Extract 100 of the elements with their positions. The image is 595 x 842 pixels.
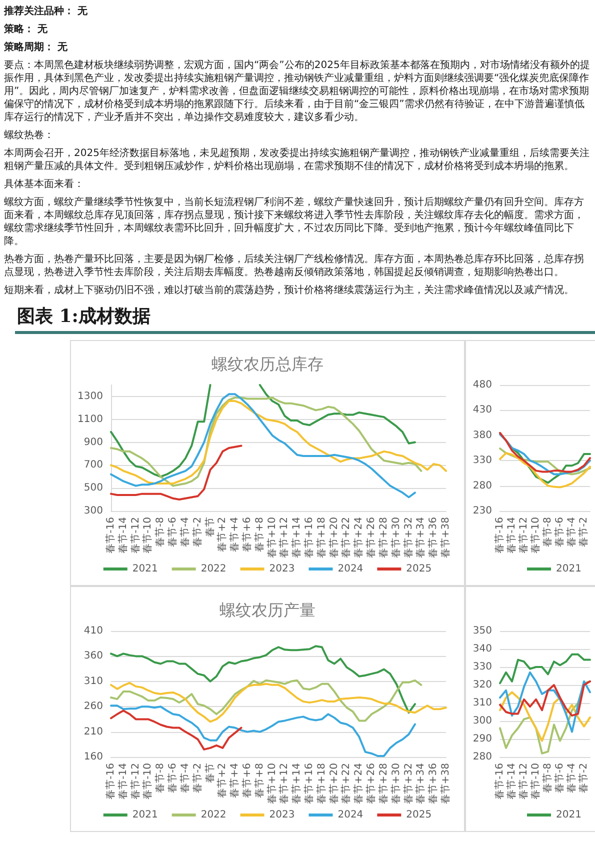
x-tick-label: 春节+36 xyxy=(427,517,440,558)
x-tick-label: 春节-8 xyxy=(154,763,166,793)
line-series xyxy=(110,710,242,750)
x-tick-label: 春节+10 xyxy=(266,517,278,558)
text: 要点：本周黑色建材板块继续弱势调整，宏观方面，国内“两会”公布的2025年目标政策基本都落在预期内，对市场情绪没有额外的提振作用，具体到黑色产业，发改委提出持续实施粗钢产量调控，推动钢铁产业减量重组，炉料方面则继续强调要“强化煤炭兜底保障作用”。因此，周内尽管钢厂加速复产，炉料需求改善，但盘面逻辑继续交易粗钢调控的可能性，原料价格出现崩塌，在市场对需求预期偏保守的情况下，成材价格受到成本坍塌的拖累跟随下行。后续来看，由于目前“金三银四”需求仍然有待验证，在中下游普遍谨慎低库存运行的情况下，产业矛盾并不突出，单边操作交易难度较大，建议多看少动。 xyxy=(4,59,591,124)
x-tick-label: 春节+38 xyxy=(440,763,452,804)
y-tick-label: 1300 xyxy=(78,390,103,402)
x-tick-label: 春节-10 xyxy=(530,517,542,554)
x-tick-label: 春节-4 xyxy=(566,517,578,547)
y-tick-label: 900 xyxy=(84,436,103,448)
y-tick-label: 350 xyxy=(472,626,492,636)
y-tick-label: 1100 xyxy=(78,414,103,425)
legend-label: 2021 xyxy=(556,564,582,574)
line-series xyxy=(110,704,416,757)
x-tick-label: 春节+34 xyxy=(414,517,427,558)
x-tick-label: 春节+20 xyxy=(328,517,340,558)
x-tick-label: 春节+22 xyxy=(340,763,352,804)
y-tick-label: 430 xyxy=(472,404,492,416)
legend-label: 2021 xyxy=(132,564,158,574)
x-tick-label: 春节 xyxy=(204,517,216,537)
x-tick-label: 春节+26 xyxy=(365,763,378,804)
text: 策略周期： 无 xyxy=(4,41,68,54)
y-tick-label: 300 xyxy=(84,506,103,516)
y-tick-label: 310 xyxy=(84,676,103,687)
line-series xyxy=(499,448,591,476)
text: 本周两会召开，2025年经济数据目标落地，未见超预期，发改委提出持续实施粗钢产量调控，推动钢铁产业减量重组，后续需要关注粗钢产量压减的具体文件。受到粗钢压减炒作，炉料价格出现崩塌，在需求预期不佳的情况下，成材价格将受到成本坍塌的拖累。 xyxy=(4,147,590,173)
line-series xyxy=(499,691,591,742)
line-series xyxy=(110,393,416,498)
x-tick-label: 春节-16 xyxy=(494,517,506,554)
text: 图表 1:成材数据 xyxy=(15,305,595,334)
legend-label: 2023 xyxy=(269,564,295,574)
x-tick-label: 春节+28 xyxy=(377,763,390,804)
x-tick-label: 春节+20 xyxy=(328,763,340,804)
text: 短期来看，成材上下驱动仍旧不强，难以打破当前的震荡趋势，预计价格将继续震荡运行为主，关注需求峰值情况以及减产情况。 xyxy=(4,284,575,297)
chart-title: 螺纹农历总库存 xyxy=(212,354,324,374)
x-tick-label: 春节-8 xyxy=(542,763,554,793)
x-tick-label: 春节+16 xyxy=(303,763,316,804)
x-tick-label: 春节+30 xyxy=(390,517,402,558)
y-tick-label: 410 xyxy=(84,626,103,636)
text: 策略： 无 xyxy=(4,23,48,36)
chart-title: 螺纹农历产量 xyxy=(220,600,316,620)
x-tick-label: 春节+18 xyxy=(315,517,328,558)
x-tick-label: 春节+32 xyxy=(402,763,414,804)
line-series xyxy=(110,645,416,714)
y-tick-label: 380 xyxy=(472,430,492,441)
x-tick-label: 春节+4 xyxy=(228,517,241,552)
legend-label: 2025 xyxy=(406,564,432,574)
x-tick-label: 春节-6 xyxy=(554,517,566,547)
x-tick-label: 春节+32 xyxy=(402,517,414,558)
x-tick-label: 春节+34 xyxy=(414,763,427,804)
line-series xyxy=(499,680,591,717)
legend-label: 2024 xyxy=(338,810,364,820)
x-tick-label: 春节+2 xyxy=(216,517,228,552)
legend-label: 2022 xyxy=(200,810,226,820)
x-tick-label: 春节+16 xyxy=(303,517,316,558)
x-tick-label: 春节-14 xyxy=(506,517,518,554)
x-tick-label: 春节+6 xyxy=(240,763,253,798)
x-tick-label: 春节+22 xyxy=(340,517,352,558)
legend-label: 2024 xyxy=(338,564,364,574)
y-tick-label: 280 xyxy=(472,480,492,492)
y-tick-label: 360 xyxy=(84,650,103,662)
x-tick-label: 春节-16 xyxy=(494,763,506,800)
x-tick-label: 春节+8 xyxy=(253,763,266,798)
y-tick-label: 320 xyxy=(472,680,492,690)
y-tick-label: 160 xyxy=(84,752,103,762)
x-tick-label: 春节-4 xyxy=(566,763,578,793)
x-tick-label: 春节-6 xyxy=(554,763,566,793)
x-tick-label: 春节-4 xyxy=(178,763,191,793)
x-tick-label: 春节+24 xyxy=(352,763,365,804)
y-tick-label: 500 xyxy=(84,482,103,494)
x-tick-label: 春节-12 xyxy=(518,763,530,800)
y-tick-label: 330 xyxy=(472,662,492,672)
legend-label: 2021 xyxy=(556,810,582,820)
x-tick-label: 春节-10 xyxy=(530,763,542,800)
y-tick-label: 700 xyxy=(84,460,103,471)
x-tick-label: 春节+14 xyxy=(290,763,303,804)
legend-label: 2022 xyxy=(200,564,226,574)
x-tick-label: 春节-8 xyxy=(154,517,166,547)
text: 热卷方面，热卷产量环比回落，主要是因为钢厂检修，后续关注钢厂产线检修情况。库存方面，本周热卷总库存环比回落，总库存拐点显现，热卷进入季节性去库阶段，关注后期去库幅度。热卷越南反倾销政策落地，韩国提起反倾销调查，短期影响热卷出口。 xyxy=(4,253,585,279)
y-tick-label: 300 xyxy=(472,716,492,726)
legend-label: 2025 xyxy=(406,810,432,820)
line-series xyxy=(499,680,591,754)
text: 螺纹热卷： xyxy=(4,129,55,142)
x-tick-label: 春节+14 xyxy=(290,517,303,558)
x-tick-label: 春节+38 xyxy=(440,517,452,558)
line-series xyxy=(499,671,591,733)
x-tick-label: 春节-2 xyxy=(191,763,204,793)
legend-label: 2023 xyxy=(269,810,295,820)
y-tick-label: 340 xyxy=(472,644,492,654)
x-tick-label: 春节+30 xyxy=(390,763,402,804)
x-tick-label: 春节-16 xyxy=(104,763,116,800)
y-tick-label: 480 xyxy=(472,380,492,390)
x-tick-label: 春节-16 xyxy=(104,517,116,554)
x-tick-label: 春节+18 xyxy=(315,763,328,804)
x-tick-label: 春节+28 xyxy=(377,517,390,558)
x-tick-label: 春节+24 xyxy=(352,517,365,558)
y-tick-label: 210 xyxy=(84,726,103,738)
legend-label: 2021 xyxy=(132,810,158,820)
text: 螺纹方面，螺纹产量继续季节性恢复中，当前长短流程钢厂利润不差，螺纹产量快速回升，预计后期螺纹产量仍有回升空间。库存方面来看，本周螺纹总库存见顶回落，库存拐点显现，预计接下来螺纹将进入季节性去库阶段，关注螺纹库存去化的幅度。需求方面，螺纹需求继续季节性回升，本周螺纹表需环比回升，回升幅度扩大，不过农历同比下降。受到地产拖累，预计今年螺纹峰值同比下降。 xyxy=(4,196,585,248)
x-tick-label: 春节-10 xyxy=(142,517,154,554)
